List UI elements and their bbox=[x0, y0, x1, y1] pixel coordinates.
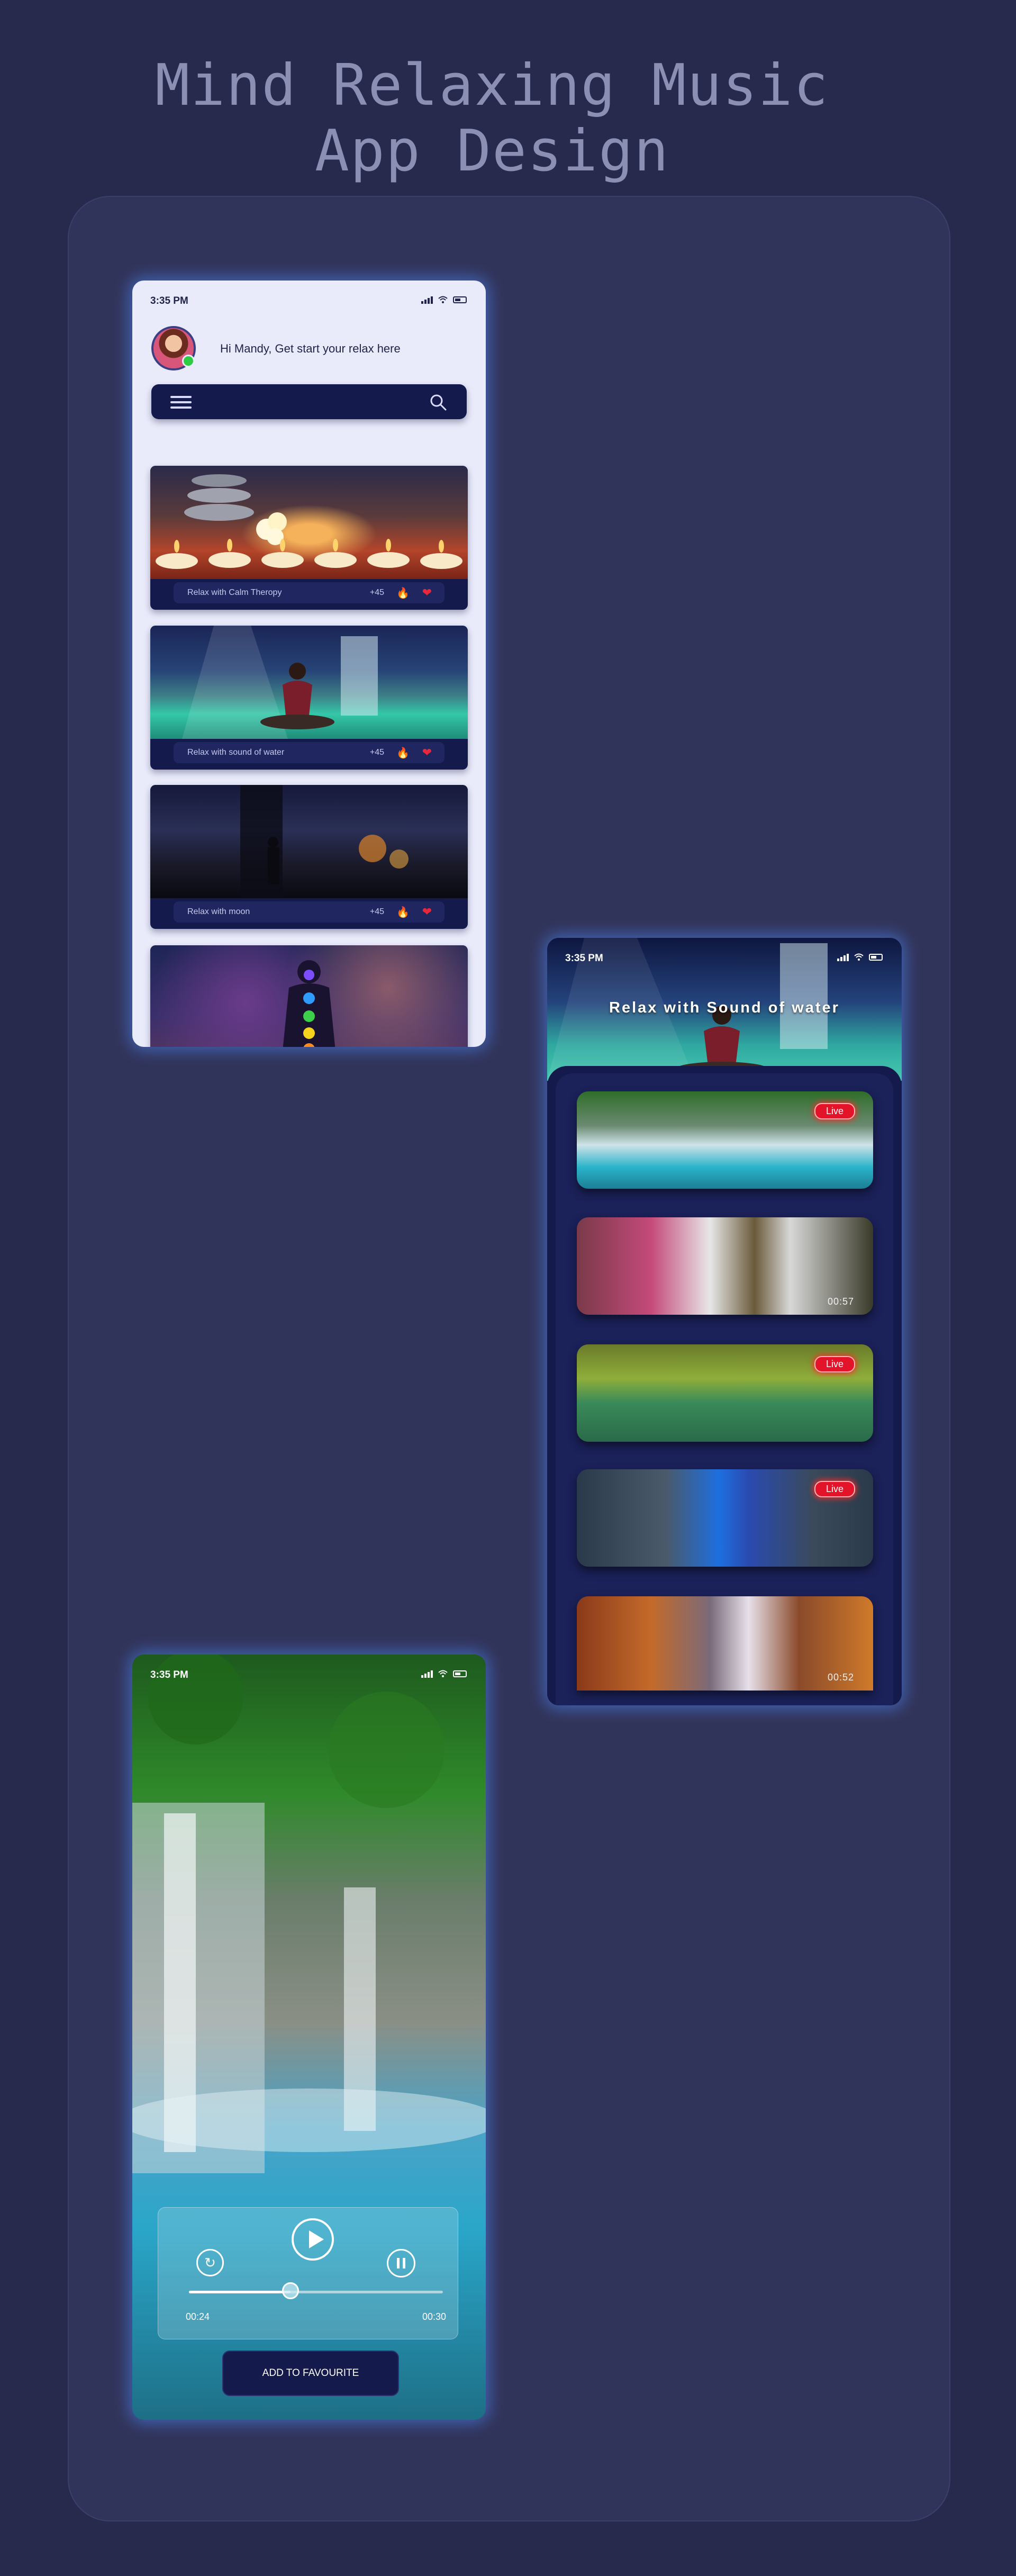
card-info-bar: Relax with Calm Theropy +45 🔥 ❤ bbox=[174, 582, 444, 603]
wifi-icon bbox=[438, 1670, 448, 1677]
fire-icon: 🔥 bbox=[396, 587, 410, 599]
video-card-5[interactable]: 00:52 bbox=[577, 1596, 873, 1691]
signal-icon bbox=[421, 1669, 433, 1678]
heart-icon[interactable]: ❤ bbox=[422, 586, 432, 599]
greeting-text: Hi Mandy, Get start your relax here bbox=[220, 342, 401, 355]
waterfall-background bbox=[132, 1655, 486, 2173]
wifi-icon bbox=[438, 296, 448, 303]
repeat-icon[interactable]: ↻ bbox=[196, 2249, 224, 2276]
elapsed-time: 00:24 bbox=[186, 2311, 210, 2322]
night-forest-image bbox=[150, 785, 468, 898]
live-badge: Live bbox=[814, 1481, 855, 1497]
progress-fill bbox=[189, 2291, 291, 2293]
heart-icon[interactable]: ❤ bbox=[422, 746, 432, 759]
video-card-1[interactable]: Live bbox=[577, 1091, 873, 1189]
battery-icon bbox=[869, 953, 883, 961]
progress-track[interactable] bbox=[189, 2282, 443, 2299]
relax-card-chakra[interactable] bbox=[150, 945, 468, 1047]
hamburger-icon[interactable] bbox=[170, 396, 192, 409]
signal-icon bbox=[837, 953, 849, 961]
status-time: 3:35 PM bbox=[150, 295, 188, 306]
video-card-3[interactable]: Live bbox=[577, 1344, 873, 1442]
home-screen: 3:35 PM Hi Mandy, Get start your relax h… bbox=[132, 281, 486, 1047]
relax-card-sound-of-water[interactable]: Relax with sound of water +45 🔥 ❤ bbox=[150, 626, 468, 770]
card-label: Relax with moon bbox=[187, 907, 250, 916]
hero-title: Relax with Sound of water bbox=[609, 999, 840, 1016]
relax-card-calm-theropy[interactable]: Relax with Calm Theropy +45 🔥 ❤ bbox=[150, 466, 468, 610]
card-info-bar: Relax with sound of water +45 🔥 ❤ bbox=[174, 742, 444, 763]
card-label: Relax with sound of water bbox=[187, 748, 285, 757]
card-info-bar: Relax with moon +45 🔥 ❤ bbox=[174, 901, 444, 923]
page-title-line-2: App Design bbox=[314, 118, 670, 184]
wifi-icon bbox=[854, 953, 864, 961]
heart-icon[interactable]: ❤ bbox=[422, 905, 432, 918]
relax-card-moon[interactable]: Relax with moon +45 🔥 ❤ bbox=[150, 785, 468, 929]
status-bar: 3:35 PM bbox=[547, 938, 902, 980]
search-icon[interactable] bbox=[429, 393, 448, 412]
player-screen: 3:35 PM ↻ 00:24 00:30 ADD TO FAVOURITE bbox=[132, 1655, 486, 2420]
status-bar: 3:35 PM bbox=[132, 1655, 486, 1697]
listener-count: +45 bbox=[369, 907, 384, 916]
user-avatar[interactable] bbox=[151, 326, 196, 370]
signal-icon bbox=[421, 295, 433, 304]
chakra-meditation-image bbox=[150, 945, 468, 1047]
fire-icon: 🔥 bbox=[396, 747, 410, 759]
progress-thumb[interactable] bbox=[282, 2282, 299, 2299]
page-title-line-1: Mind Relaxing Music bbox=[155, 52, 829, 119]
pause-button[interactable] bbox=[387, 2249, 415, 2277]
add-to-favourite-button[interactable]: ADD TO FAVOURITE bbox=[222, 2351, 399, 2396]
listener-count: +45 bbox=[369, 748, 384, 757]
status-bar: 3:35 PM bbox=[132, 281, 486, 323]
hero-image bbox=[547, 938, 902, 1081]
card-label: Relax with Calm Theropy bbox=[187, 588, 282, 597]
search-bar[interactable] bbox=[151, 384, 467, 419]
page-title: Mind Relaxing Music App Design bbox=[0, 53, 984, 184]
fire-icon: 🔥 bbox=[396, 907, 410, 918]
duration-label: 00:57 bbox=[827, 1296, 854, 1307]
video-card-2[interactable]: 00:57 bbox=[577, 1217, 873, 1315]
meditation-waterfall-image bbox=[150, 626, 468, 739]
battery-icon bbox=[453, 1670, 467, 1677]
battery-icon bbox=[453, 296, 467, 303]
live-badge: Live bbox=[814, 1356, 855, 1372]
online-indicator bbox=[182, 355, 195, 367]
status-time: 3:35 PM bbox=[150, 1669, 188, 1680]
play-button[interactable] bbox=[292, 2218, 334, 2261]
status-time: 3:35 PM bbox=[565, 953, 603, 964]
candles-image bbox=[150, 466, 468, 579]
duration-label: 00:52 bbox=[827, 1672, 854, 1683]
live-badge: Live bbox=[814, 1103, 855, 1119]
video-card-4[interactable]: Live bbox=[577, 1469, 873, 1567]
listener-count: +45 bbox=[369, 588, 384, 597]
playlist-screen: 3:35 PM Relax with Sound of water Live 0… bbox=[547, 938, 902, 1705]
total-time: 00:30 bbox=[422, 2311, 446, 2322]
player-controls: ↻ 00:24 00:30 bbox=[158, 2207, 458, 2339]
